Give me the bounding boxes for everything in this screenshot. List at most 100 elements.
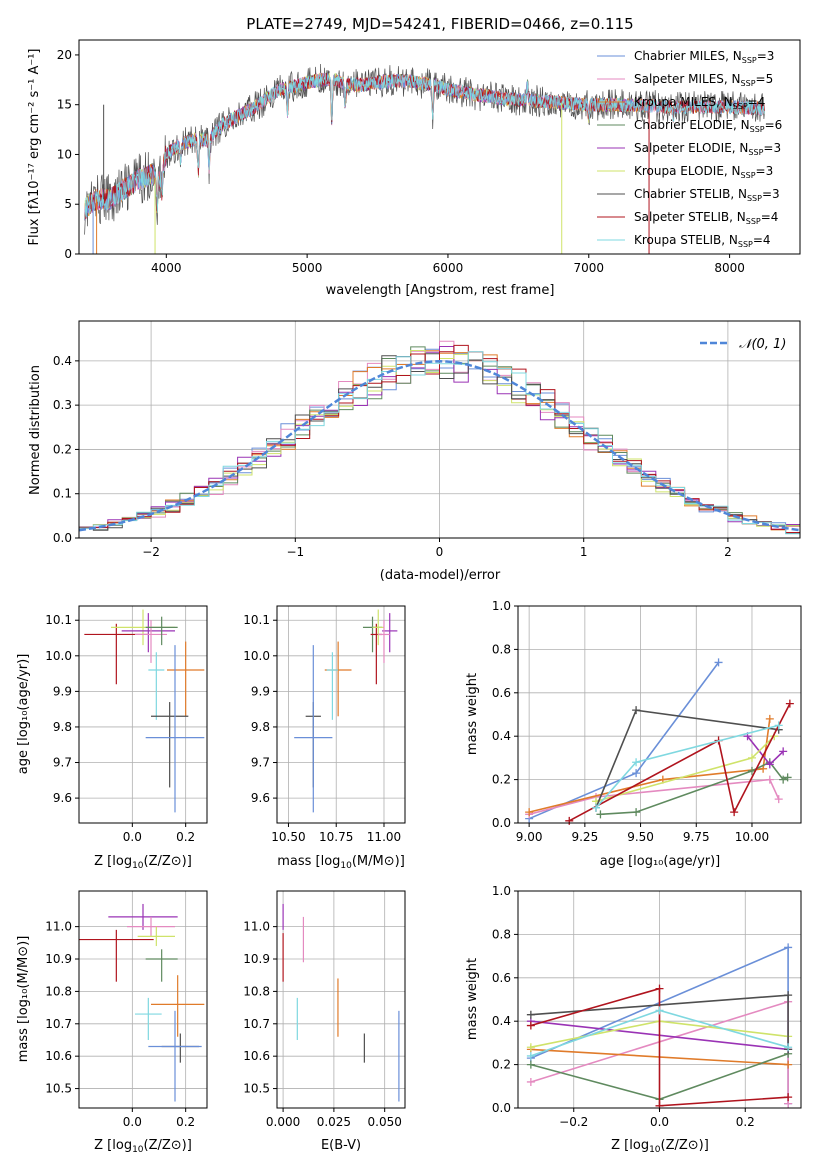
y-tick-label: 10.5 xyxy=(45,1082,72,1096)
y-tick-label: 1.0 xyxy=(492,884,511,898)
y-tick-label: 10.7 xyxy=(243,1017,270,1031)
salpeter_stelib-marker xyxy=(526,1021,535,1030)
y-tick-label: 15 xyxy=(57,98,72,112)
y-tick-label: 10.6 xyxy=(243,1049,270,1063)
mass-weight-vs-age-xlabel: age [log₁₀(age/yr)] xyxy=(600,854,721,869)
residuals-panel: −2 −1 0 1 2 0.0 0.1 0.2 0.3 0.4 (data-model)/erro… xyxy=(28,320,801,583)
y-tick-label: 9.6 xyxy=(53,791,72,805)
y-tick-label: 11.0 xyxy=(243,920,270,934)
x-tick-label: −1 xyxy=(286,545,304,559)
y-tick-label: 10.9 xyxy=(243,952,270,966)
spectrum-title: PLATE=2749, MJD=54241, FIBERID=0466, z=0… xyxy=(246,15,633,33)
kroupa_elodie-marker xyxy=(747,753,756,762)
x-tick-label: 4000 xyxy=(151,261,182,275)
mass-vs-ebv-panel: 0.000 0.025 0.05010.510.610.710.810.911.0 … xyxy=(243,890,406,1153)
y-tick-label: 0.6 xyxy=(492,686,511,700)
chabrier_miles-marker xyxy=(784,943,793,952)
x-tick-label: 0.050 xyxy=(368,1115,402,1129)
y-tick-label: 1.0 xyxy=(492,599,511,613)
mass-weight-vs-age-axes-frame xyxy=(517,605,802,824)
chabrier_elodie-legend-label: Chabrier ELODIE, NSSP=6 xyxy=(634,118,782,134)
y-tick-label: 0.4 xyxy=(53,354,72,368)
x-tick-label: 0.0 xyxy=(123,1115,142,1129)
chabrier_elodie-marker xyxy=(783,773,792,782)
chabrier_miles-marker xyxy=(632,769,641,778)
kroupa_miles-legend-label: Kroupa MILES, NSSP=4 xyxy=(634,95,765,111)
kroupa_elodie-legend-label: Kroupa ELODIE, NSSP=3 xyxy=(634,164,773,180)
age-vs-mass-axes-frame xyxy=(276,605,406,824)
spectrum-panel: PLATE=2749, MJD=54241, FIBERID=0466, z=0… xyxy=(27,15,801,298)
kroupa_stelib-marker xyxy=(632,758,641,767)
y-tick-label: 10.0 xyxy=(45,649,72,663)
mass-vs-z-ylabel: mass [log₁₀(M/M⊙)] xyxy=(16,936,31,1063)
y-tick-label: 9.7 xyxy=(251,756,270,770)
x-tick-label: 0.025 xyxy=(317,1115,351,1129)
chabrier_stelib-marker xyxy=(526,1010,535,1019)
kroupa_stelib-spectrum-line xyxy=(84,73,765,221)
x-tick-label: 8000 xyxy=(714,261,745,275)
mass-weight-vs-z-xlabel: Z [log10(Z/Z⊙)] xyxy=(611,1138,709,1155)
x-tick-label: 9.25 xyxy=(571,830,598,844)
y-tick-label: 10.8 xyxy=(45,984,72,998)
chabrier_elodie-marker xyxy=(596,810,605,819)
mass-vs-z-axes-frame xyxy=(78,890,208,1109)
x-tick-label: 10.00 xyxy=(735,830,769,844)
y-tick-label: 9.7 xyxy=(53,756,72,770)
chabrier_stelib-marker xyxy=(632,706,641,715)
x-tick-label: 10.75 xyxy=(319,830,353,844)
salpeter_elodie-marker xyxy=(779,747,788,756)
salpeter_miles-legend-label: Salpeter MILES, NSSP=5 xyxy=(634,72,773,88)
salpeter_stelib-marker xyxy=(730,808,739,817)
age-vs-mass-panel: 10.50 10.75 11.00 9.6 9.7 9.8 9.9 10.0 10.1 mass… xyxy=(243,605,406,871)
chabrier_elodie-marker xyxy=(632,808,641,817)
x-tick-label: 2 xyxy=(724,545,732,559)
kroupa_stelib-marker xyxy=(526,1051,535,1060)
salpeter_miles-line xyxy=(528,778,780,816)
x-tick-label: −0.2 xyxy=(559,1115,588,1129)
chabrier_elodie-marker xyxy=(779,775,788,784)
y-tick-label: 10.1 xyxy=(45,613,72,627)
age-vs-z-xlabel: Z [log10(Z/Z⊙)] xyxy=(94,854,192,871)
y-tick-label: 0 xyxy=(64,247,72,261)
y-tick-label: 9.8 xyxy=(251,720,270,734)
y-tick-label: 0.4 xyxy=(492,729,511,743)
x-tick-label: −2 xyxy=(142,545,160,559)
y-tick-label: 10.0 xyxy=(243,649,270,663)
x-tick-label: 0.2 xyxy=(176,830,195,844)
salpeter_stelib-marker xyxy=(655,984,664,993)
salpeter_stelib-marker xyxy=(784,1093,793,1102)
y-tick-label: 0.1 xyxy=(53,487,72,501)
y-tick-label: 0.2 xyxy=(53,442,72,456)
x-tick-label: 1 xyxy=(580,545,588,559)
y-tick-label: 10.7 xyxy=(45,1017,72,1031)
salpeter_miles-marker xyxy=(526,1077,535,1086)
x-tick-label: 0.0 xyxy=(123,830,142,844)
y-tick-label: 0.2 xyxy=(492,1058,511,1072)
x-tick-label: 0.2 xyxy=(736,1115,755,1129)
y-tick-label: 0.0 xyxy=(53,531,72,545)
x-tick-label: 9.00 xyxy=(516,830,543,844)
age-vs-z-axes-frame xyxy=(78,605,208,824)
x-tick-label: 11.00 xyxy=(367,830,401,844)
kroupa_miles-marker xyxy=(784,1060,793,1069)
x-tick-label: 10.50 xyxy=(271,830,305,844)
salpeter_elodie-histogram xyxy=(79,346,800,530)
y-tick-label: 9.8 xyxy=(53,720,72,734)
y-tick-label: 10.8 xyxy=(243,984,270,998)
mass-vs-ebv-xlabel: E(B-V) xyxy=(321,1138,361,1153)
chabrier_miles-legend-label: Chabrier MILES, NSSP=3 xyxy=(634,49,774,65)
salpeter_miles-marker xyxy=(774,795,783,804)
spectrum-xlabel: wavelength [Angstrom, rest frame] xyxy=(326,283,555,298)
y-tick-label: 0.2 xyxy=(492,773,511,787)
salpeter_stelib-marker xyxy=(785,699,794,708)
kroupa_elodie-marker xyxy=(526,1043,535,1052)
salpeter_elodie-marker xyxy=(765,760,774,769)
residuals-legend: 𝒩(0, 1) xyxy=(700,337,786,352)
y-tick-label: 10 xyxy=(57,147,72,161)
salpeter_elodie-legend-label: Salpeter ELODIE, NSSP=3 xyxy=(634,141,781,157)
kroupa_stelib-marker xyxy=(784,1043,793,1052)
x-tick-label: 9.75 xyxy=(683,830,710,844)
mass-vs-z-xlabel: Z [log10(Z/Z⊙)] xyxy=(94,1138,192,1155)
kroupa_stelib-marker xyxy=(591,803,600,812)
